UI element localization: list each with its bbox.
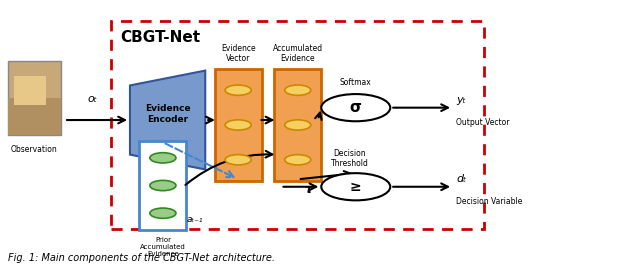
Text: σ: σ	[350, 100, 362, 115]
Circle shape	[150, 153, 176, 163]
FancyBboxPatch shape	[139, 141, 186, 230]
Text: yₜ: yₜ	[456, 95, 466, 105]
Text: aₜ₋₁: aₜ₋₁	[186, 215, 203, 224]
Text: Prior
Accumulated
Evidence: Prior Accumulated Evidence	[140, 237, 186, 257]
Circle shape	[225, 155, 251, 165]
Circle shape	[150, 208, 176, 218]
Bar	[8, 98, 61, 135]
Circle shape	[150, 180, 176, 191]
Text: Output Vector: Output Vector	[456, 117, 510, 126]
Text: dₜ: dₜ	[456, 174, 466, 184]
Circle shape	[285, 155, 311, 165]
Circle shape	[321, 173, 390, 200]
Text: Fig. 1: Main components of the CBGT-Net architecture.: Fig. 1: Main components of the CBGT-Net …	[8, 253, 275, 263]
Circle shape	[225, 85, 251, 95]
Text: Observation: Observation	[11, 145, 58, 154]
Text: Decision
Threshold: Decision Threshold	[331, 149, 369, 168]
Text: CBGT-Net: CBGT-Net	[120, 30, 201, 45]
Circle shape	[285, 85, 311, 95]
Circle shape	[225, 120, 251, 130]
Polygon shape	[130, 70, 205, 169]
Text: Evidence
Vector: Evidence Vector	[221, 44, 256, 63]
Text: Accumulated
Evidence: Accumulated Evidence	[273, 44, 323, 63]
Text: ≥: ≥	[350, 180, 362, 194]
Text: Softmax: Softmax	[340, 78, 372, 87]
Text: Decision Variable: Decision Variable	[456, 197, 522, 206]
Bar	[8, 61, 61, 135]
Text: oₜ: oₜ	[88, 94, 98, 104]
Text: Evidence
Encoder: Evidence Encoder	[145, 104, 190, 124]
FancyBboxPatch shape	[274, 69, 321, 181]
Text: τ: τ	[304, 183, 312, 196]
Circle shape	[321, 94, 390, 121]
FancyBboxPatch shape	[215, 69, 261, 181]
Bar	[14, 76, 46, 105]
Circle shape	[285, 120, 311, 130]
